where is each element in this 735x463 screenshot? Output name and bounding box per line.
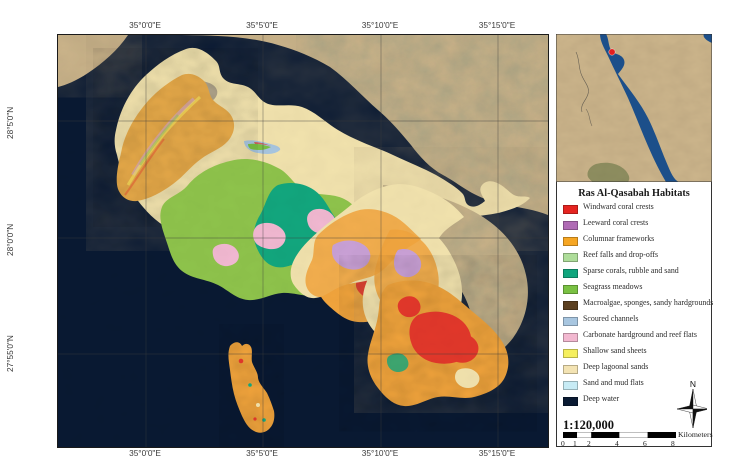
svg-text:N: N [690,379,696,389]
